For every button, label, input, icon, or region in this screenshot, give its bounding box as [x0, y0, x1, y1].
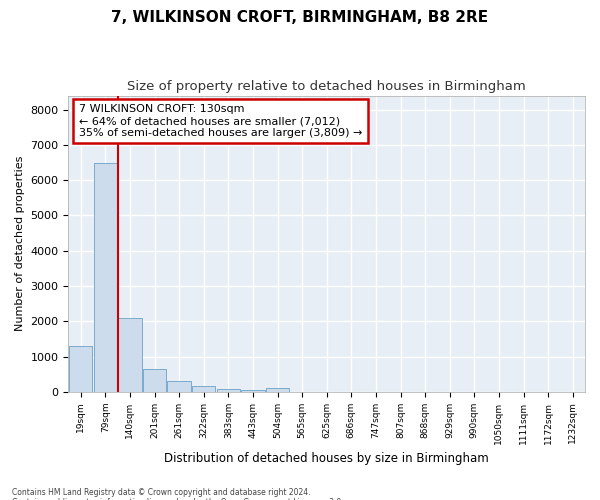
- Text: 7 WILKINSON CROFT: 130sqm
← 64% of detached houses are smaller (7,012)
35% of se: 7 WILKINSON CROFT: 130sqm ← 64% of detac…: [79, 104, 362, 138]
- Title: Size of property relative to detached houses in Birmingham: Size of property relative to detached ho…: [127, 80, 526, 93]
- Text: Contains public sector information licensed under the Open Government Licence v3: Contains public sector information licen…: [12, 498, 344, 500]
- Text: 7, WILKINSON CROFT, BIRMINGHAM, B8 2RE: 7, WILKINSON CROFT, BIRMINGHAM, B8 2RE: [112, 10, 488, 25]
- Bar: [217, 388, 240, 392]
- Bar: [192, 386, 215, 392]
- Bar: [94, 162, 117, 392]
- Text: Contains HM Land Registry data © Crown copyright and database right 2024.: Contains HM Land Registry data © Crown c…: [12, 488, 311, 497]
- Y-axis label: Number of detached properties: Number of detached properties: [15, 156, 25, 332]
- Bar: [69, 346, 92, 392]
- X-axis label: Distribution of detached houses by size in Birmingham: Distribution of detached houses by size …: [164, 452, 489, 465]
- Bar: [266, 388, 289, 392]
- Bar: [241, 390, 265, 392]
- Bar: [118, 318, 142, 392]
- Bar: [143, 369, 166, 392]
- Bar: [167, 381, 191, 392]
